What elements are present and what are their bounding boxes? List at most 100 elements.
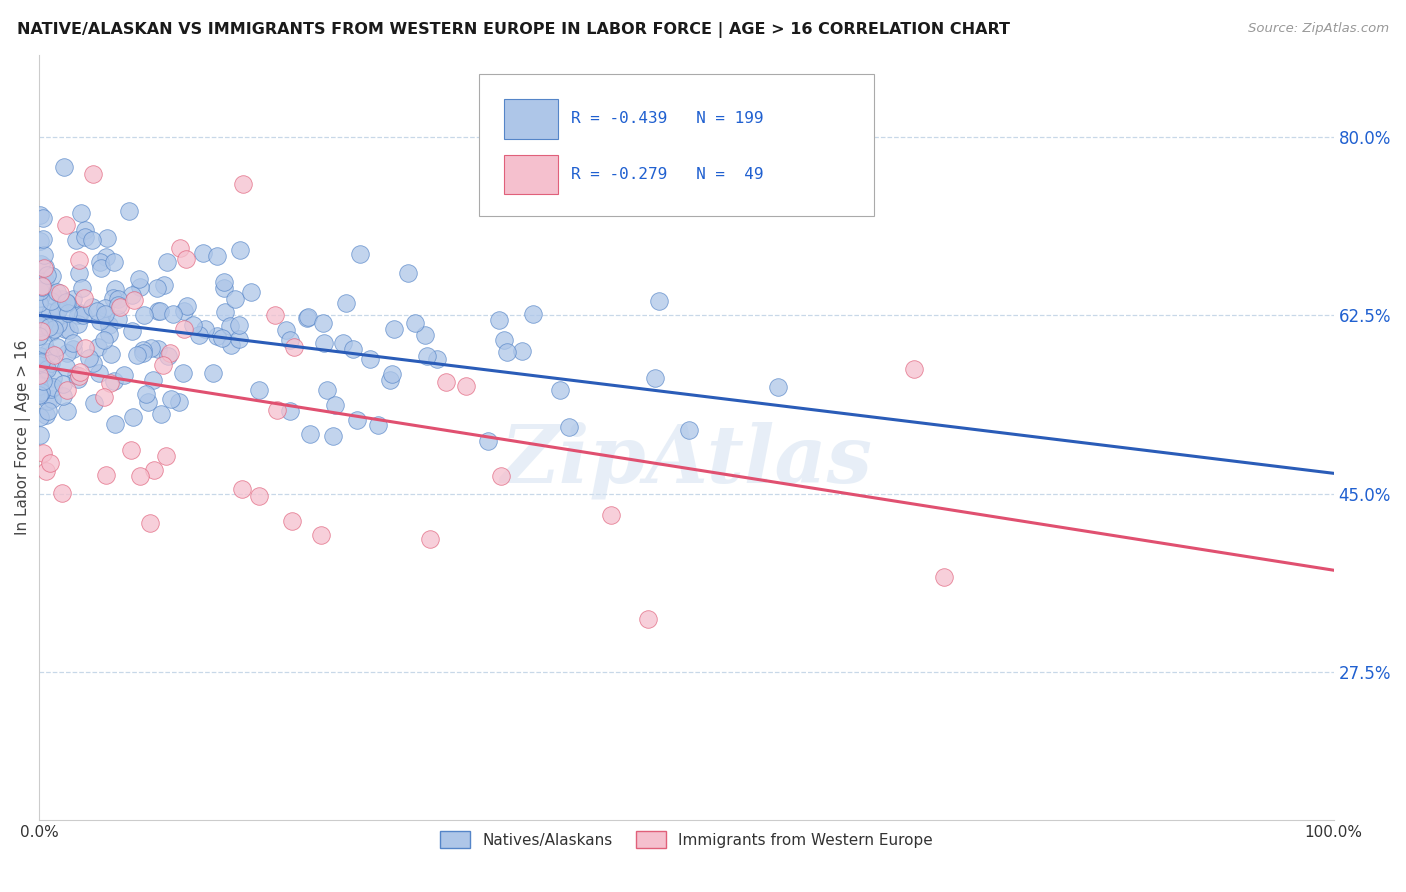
- Point: [425, 351, 447, 366]
- FancyBboxPatch shape: [503, 154, 558, 194]
- Point: [42, 380, 65, 394]
- Point: [121, 324, 143, 338]
- Point: [138, 395, 160, 409]
- Point: [28, 387, 51, 401]
- Point: [218, 319, 240, 334]
- Point: [278, 333, 301, 347]
- Point: [146, 342, 169, 356]
- Point: [359, 351, 381, 366]
- Point: [45, 310, 67, 325]
- Point: [55, 360, 77, 375]
- Point: [278, 404, 301, 418]
- Point: [381, 368, 404, 382]
- Point: [56, 306, 79, 320]
- Point: [28, 277, 51, 292]
- Point: [128, 469, 150, 483]
- Point: [38, 306, 60, 320]
- FancyBboxPatch shape: [503, 99, 558, 138]
- Point: [37, 393, 59, 408]
- Point: [94, 468, 117, 483]
- Point: [93, 301, 115, 315]
- Point: [41, 392, 63, 407]
- Point: [281, 514, 304, 528]
- Point: [122, 293, 145, 308]
- Point: [65, 233, 87, 247]
- Point: [207, 249, 229, 263]
- Point: [148, 304, 170, 318]
- Point: [103, 374, 125, 388]
- Point: [52, 160, 75, 174]
- Point: [456, 379, 478, 393]
- Point: [37, 362, 59, 376]
- Point: [28, 358, 51, 372]
- Point: [176, 299, 198, 313]
- Point: [107, 298, 129, 312]
- Point: [32, 337, 55, 351]
- Point: [28, 274, 51, 288]
- Point: [488, 312, 510, 326]
- Point: [212, 275, 235, 289]
- Point: [93, 333, 115, 347]
- Point: [55, 219, 77, 233]
- Point: [157, 349, 180, 363]
- Point: [69, 365, 91, 379]
- Point: [315, 384, 337, 398]
- Point: [416, 349, 439, 363]
- Point: [56, 383, 79, 397]
- Point: [28, 208, 51, 222]
- Point: [58, 322, 80, 336]
- Point: [247, 489, 270, 503]
- Point: [73, 291, 96, 305]
- Point: [172, 366, 194, 380]
- Point: [229, 243, 252, 257]
- Point: [30, 257, 52, 271]
- Point: [103, 254, 125, 268]
- Text: NATIVE/ALASKAN VS IMMIGRANTS FROM WESTERN EUROPE IN LABOR FORCE | AGE > 16 CORRE: NATIVE/ALASKAN VS IMMIGRANTS FROM WESTER…: [17, 22, 1010, 38]
- Point: [82, 168, 104, 182]
- Point: [107, 312, 129, 326]
- Point: [214, 305, 236, 319]
- Point: [73, 342, 96, 356]
- Point: [46, 302, 69, 317]
- Point: [30, 356, 52, 370]
- Point: [41, 288, 63, 302]
- Point: [34, 362, 56, 376]
- Point: [72, 308, 94, 322]
- Legend: Natives/Alaskans, Immigrants from Western Europe: Natives/Alaskans, Immigrants from Wester…: [433, 825, 939, 855]
- Point: [228, 332, 250, 346]
- Point: [112, 368, 135, 382]
- Point: [44, 348, 66, 362]
- Point: [37, 345, 59, 359]
- Point: [167, 395, 190, 409]
- Point: [97, 327, 120, 342]
- Point: [28, 270, 51, 285]
- Point: [120, 442, 142, 457]
- Point: [69, 306, 91, 320]
- Point: [39, 325, 62, 339]
- Point: [73, 223, 96, 237]
- Point: [62, 342, 84, 356]
- Point: [932, 570, 955, 584]
- Point: [80, 300, 103, 314]
- Point: [118, 203, 141, 218]
- Text: Source: ZipAtlas.com: Source: ZipAtlas.com: [1249, 22, 1389, 36]
- Point: [67, 253, 90, 268]
- Y-axis label: In Labor Force | Age > 16: In Labor Force | Age > 16: [15, 340, 31, 535]
- Point: [419, 532, 441, 546]
- Point: [30, 354, 52, 368]
- Point: [149, 304, 172, 318]
- Point: [45, 340, 67, 354]
- Point: [548, 383, 571, 397]
- Text: R = -0.439   N = 199: R = -0.439 N = 199: [571, 112, 763, 126]
- Point: [89, 367, 111, 381]
- Point: [42, 322, 65, 336]
- Point: [28, 384, 51, 398]
- Point: [128, 272, 150, 286]
- Point: [30, 324, 52, 338]
- Point: [224, 292, 246, 306]
- Point: [66, 308, 89, 322]
- Point: [42, 371, 65, 385]
- Point: [55, 294, 77, 309]
- Point: [89, 255, 111, 269]
- Point: [283, 340, 305, 354]
